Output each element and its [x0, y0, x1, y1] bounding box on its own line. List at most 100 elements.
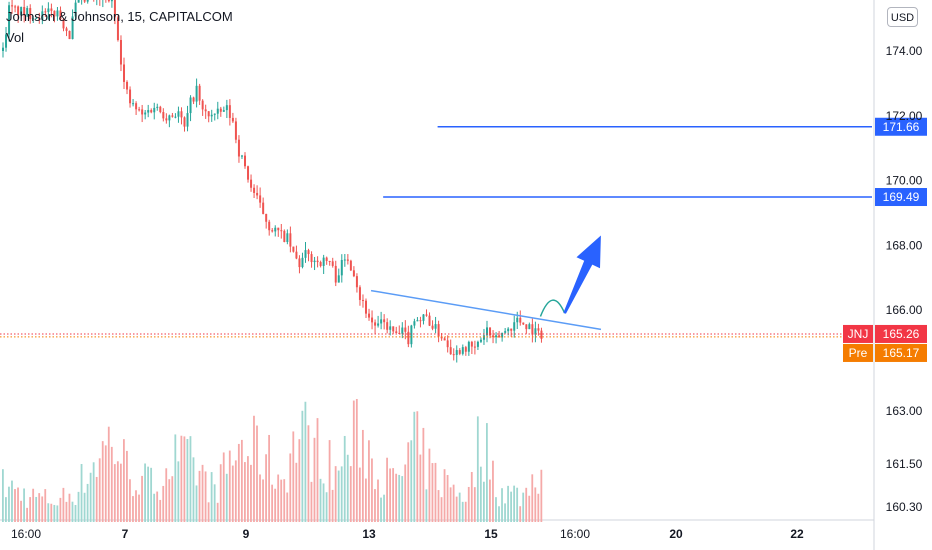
candle-body — [11, 5, 14, 7]
candle-body — [256, 192, 259, 196]
volume-bar — [422, 427, 425, 522]
candle-body — [286, 233, 289, 242]
pre-market-value-label: 165.17 — [883, 346, 920, 360]
volume-bar — [473, 487, 476, 522]
volume-bar — [446, 475, 449, 522]
volume-bar — [26, 507, 28, 522]
candle-body — [398, 332, 401, 334]
volume-bar — [419, 454, 422, 522]
projection-arrow — [563, 235, 601, 314]
volume-bar — [280, 479, 283, 522]
volume-bar — [492, 460, 494, 522]
last-price-value-label: 165.26 — [883, 327, 920, 341]
volume-bar — [89, 472, 92, 522]
candle-body — [316, 260, 319, 263]
volume-bar — [404, 464, 407, 522]
candle-body — [247, 166, 250, 180]
candle-body — [507, 328, 510, 332]
candle-body — [213, 113, 216, 115]
candle-body — [159, 106, 162, 113]
candle-body — [513, 322, 516, 331]
candle-body — [123, 64, 125, 82]
volume-bar — [334, 466, 337, 522]
candle-body — [473, 346, 476, 348]
volume-bar — [11, 480, 13, 522]
volume-bar — [5, 497, 7, 522]
volume-bar — [316, 418, 319, 522]
volume-bar — [119, 463, 122, 522]
candle-body — [531, 324, 534, 335]
candle-body — [253, 187, 256, 193]
volume-bar — [398, 474, 401, 522]
candle-body — [492, 335, 495, 338]
candle-body — [446, 340, 449, 348]
volume-bar — [516, 487, 519, 522]
volume-bar — [458, 492, 461, 522]
candle-body — [180, 111, 183, 118]
volume-bar — [343, 435, 346, 522]
volume-bar — [292, 431, 295, 522]
time-tick-label: 20 — [669, 527, 683, 541]
candle-body — [383, 319, 386, 323]
currency-button[interactable]: USD — [887, 7, 918, 27]
candle-body — [374, 322, 377, 326]
candle-body — [537, 328, 540, 331]
level-price-tag-1 — [875, 117, 927, 136]
candle-body — [86, 0, 89, 2]
candle-body — [410, 325, 413, 345]
volume-bar — [464, 501, 467, 522]
candle-body — [310, 254, 313, 263]
candle-body — [489, 327, 492, 336]
volume-bar — [162, 485, 165, 522]
volume-bar — [244, 462, 246, 522]
volume-bar — [452, 484, 455, 522]
candle-body — [74, 2, 77, 17]
volume-bar — [319, 478, 322, 522]
candle-body — [44, 11, 47, 13]
candle-body — [461, 347, 464, 354]
candle-body — [343, 259, 346, 261]
candle-body — [210, 114, 213, 117]
volume-bar — [71, 501, 74, 522]
volume-bar — [434, 462, 437, 522]
volume-bar — [165, 468, 168, 522]
volume-bar — [392, 468, 395, 522]
volume-bar — [17, 487, 19, 522]
volume-bar — [240, 439, 243, 522]
volume-bar — [498, 506, 500, 522]
candle-body — [377, 323, 380, 326]
candle-body — [171, 115, 174, 117]
volume-bar — [486, 423, 488, 522]
candle-body — [322, 257, 325, 266]
volume-bar — [23, 488, 25, 522]
candle-body — [482, 335, 485, 340]
candle-body — [283, 230, 286, 242]
volume-bar — [132, 496, 134, 522]
volume-bar — [210, 472, 213, 522]
volume-bar — [407, 442, 410, 522]
candle-body — [5, 34, 8, 48]
candle-body — [135, 103, 138, 110]
candle-body — [186, 113, 189, 127]
candle-body — [237, 139, 240, 157]
volume-bar — [104, 445, 107, 522]
candle-body — [189, 97, 192, 114]
volume-bar — [253, 415, 255, 522]
volume-bar — [295, 462, 298, 522]
candle-body — [144, 112, 147, 115]
candle-body — [265, 213, 268, 222]
candle-body — [14, 6, 17, 8]
candle-body — [361, 299, 364, 301]
volume-bar — [256, 425, 258, 522]
volume-bar — [328, 440, 331, 522]
candle-body — [504, 331, 507, 333]
candle-body — [443, 338, 446, 341]
candle-body — [419, 320, 422, 322]
volume-bar — [195, 485, 198, 522]
candle-body — [262, 202, 265, 214]
volume-bar — [416, 411, 419, 522]
candle-body — [476, 341, 479, 347]
level-price-tag-2 — [875, 188, 927, 207]
volume-bar — [352, 400, 355, 522]
